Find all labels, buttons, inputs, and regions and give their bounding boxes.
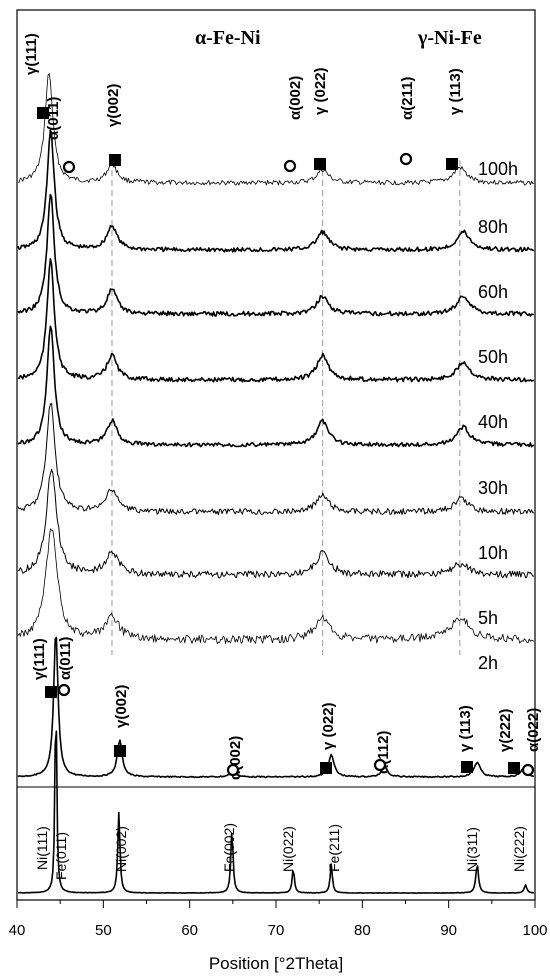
series-label-40h: 40h: [478, 412, 508, 432]
series-line-30h: [17, 402, 535, 516]
peak-annotation-2h: α(022): [525, 708, 542, 752]
alpha-phase-marker: [399, 152, 413, 166]
alpha-phase-marker: [283, 159, 297, 173]
reference-peak-label: Fe(002): [221, 823, 237, 872]
x-tick-label: 50: [95, 922, 112, 939]
alpha-phase-marker: [57, 683, 71, 697]
plot-frame: [16, 9, 536, 901]
peak-annotation-2h: γ(222): [497, 709, 514, 752]
peak-annotation: γ(002): [105, 84, 122, 127]
legend-item-alpha: α-Fe-Ni: [195, 27, 261, 49]
peak-annotation: γ (022): [312, 67, 329, 115]
series-line-10h: [17, 468, 535, 579]
series-line-reference: [17, 730, 535, 894]
x-tick-label: 100: [522, 922, 547, 939]
peak-annotation: γ (113): [447, 68, 464, 115]
gamma-phase-marker: [314, 158, 326, 170]
reference-peak-label: Ni(222): [511, 826, 527, 872]
peak-annotation: α(211): [399, 77, 416, 120]
reference-peak-label: Fe(211): [326, 824, 342, 872]
peak-annotation-2h: γ (022): [320, 702, 337, 750]
series-label-5h: 5h: [478, 608, 498, 628]
series-line-50h: [17, 258, 535, 383]
x-tick-label: 80: [354, 922, 371, 939]
legend: α-Fe-Ni γ-Ni-Fe: [195, 27, 482, 49]
gamma-phase-marker: [320, 762, 332, 774]
reference-peak-label: Ni(022): [280, 826, 296, 872]
series-line-80h: [17, 129, 535, 253]
x-tick-label: 60: [181, 922, 198, 939]
reference-peak-label: Fe(011): [53, 832, 69, 880]
series-label-50h: 50h: [478, 347, 508, 367]
series-label-80h: 80h: [478, 217, 508, 237]
series-line-100h: [18, 73, 535, 186]
series-label-30h: 30h: [478, 478, 508, 498]
alpha-phase-marker: [521, 763, 535, 777]
peak-annotation: γ(111): [23, 33, 40, 75]
gamma-phase-marker: [114, 745, 126, 757]
gamma-phase-marker: [461, 761, 473, 773]
peak-annotation-2h: γ(111): [31, 638, 48, 680]
alpha-phase-marker: [62, 160, 76, 174]
alpha-phase-marker: [373, 758, 387, 772]
series-label-10h: 10h: [478, 543, 508, 563]
reference-peak-label: Ni(311): [464, 827, 480, 872]
gamma-phase-marker: [109, 154, 121, 166]
series-label-2h: 2h: [478, 653, 498, 673]
x-axis-label: Position [°2Theta]: [209, 954, 343, 973]
series-line-5h: [17, 528, 535, 644]
gamma-phase-marker: [45, 686, 57, 698]
series-line-60h: [17, 193, 535, 317]
gamma-phase-marker: [37, 107, 49, 119]
reference-peak-label: Ni(002): [113, 826, 129, 872]
gamma-phase-marker: [508, 762, 520, 774]
peak-annotation-2h: α(011): [57, 637, 74, 680]
x-tick-label: 90: [440, 922, 457, 939]
peak-annotation-2h: γ(002): [113, 685, 130, 728]
series-line-2h: [17, 636, 535, 779]
peak-annotation: α(011): [45, 97, 62, 140]
series-label-60h: 60h: [478, 282, 508, 302]
legend-item-gamma: γ-Ni-Fe: [417, 27, 482, 49]
alpha-phase-marker: [226, 763, 240, 777]
reference-peak-label: Ni(111): [34, 826, 50, 870]
x-tick-label: 40: [9, 922, 26, 939]
gamma-phase-marker: [446, 158, 458, 170]
peak-annotation: α(002): [287, 76, 304, 120]
series-label-100h: 100h: [478, 159, 518, 179]
peak-annotation-2h: γ (113): [457, 705, 474, 752]
x-tick-label: 70: [268, 922, 285, 939]
series-line-40h: [17, 325, 534, 448]
